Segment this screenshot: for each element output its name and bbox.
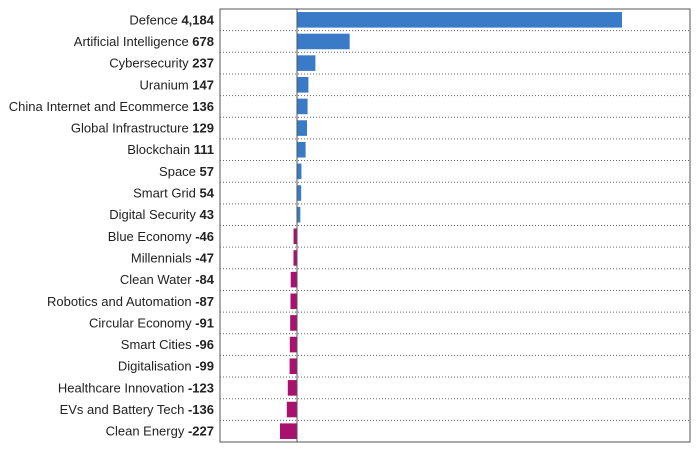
bar (297, 98, 308, 115)
category-label: Smart Cities -96 (121, 337, 214, 352)
category-label: Blockchain 111 (127, 142, 214, 157)
data-label: -136 (188, 402, 214, 417)
category-name: Cybersecurity (109, 56, 192, 71)
category-label: Blue Economy -46 (108, 229, 214, 244)
category-label: Clean Energy -227 (106, 424, 214, 439)
category-label: Circular Economy -91 (89, 315, 214, 330)
category-label: Global Infrastructure 129 (71, 121, 214, 136)
data-label: -123 (188, 380, 214, 395)
row-separators (220, 30, 690, 421)
data-label: 129 (192, 121, 214, 136)
category-label: Smart Grid 54 (133, 186, 215, 201)
category-name: Blue Economy (108, 229, 195, 244)
category-labels: Defence 4,184 Artificial Intelligence 678… (9, 12, 215, 438)
data-label: -47 (195, 250, 214, 265)
category-label: Millennials -47 (131, 250, 214, 265)
bar (290, 315, 297, 331)
category-name: Smart Grid (133, 186, 199, 201)
category-name: Robotics and Automation (47, 294, 195, 309)
bar (297, 206, 301, 223)
data-label: -91 (195, 315, 214, 330)
bar (280, 423, 297, 439)
bar (289, 336, 297, 353)
category-label: Defence 4,184 (129, 12, 214, 27)
category-name: Digitalisation (118, 359, 195, 374)
bar (293, 250, 297, 266)
data-label: 43 (200, 207, 214, 222)
bar (287, 380, 297, 396)
bar (293, 228, 297, 245)
bar (297, 55, 316, 71)
category-label: Digital Security 43 (109, 207, 214, 222)
data-label: 136 (192, 99, 214, 114)
category-label: Healthcare Innovation -123 (58, 380, 214, 395)
bar (297, 76, 309, 93)
category-name: China Internet and Ecommerce (9, 99, 193, 114)
category-name: EVs and Battery Tech (60, 402, 188, 417)
category-label: Space 57 (159, 164, 214, 179)
bar (297, 141, 306, 158)
category-name: Blockchain (127, 142, 193, 157)
category-name: Clean Water (120, 272, 195, 287)
category-label: Uranium 147 (140, 77, 214, 92)
bar (289, 358, 297, 375)
category-label: Artificial Intelligence 678 (74, 34, 214, 49)
data-label: 57 (200, 164, 214, 179)
bar (297, 120, 308, 136)
category-name: Circular Economy (89, 315, 195, 330)
data-label: 4,184 (181, 12, 214, 27)
bar (297, 33, 350, 50)
category-name: Clean Energy (106, 424, 188, 439)
data-label: -84 (195, 272, 215, 287)
category-name: Digital Security (109, 207, 199, 222)
category-label: Clean Water -84 (120, 272, 215, 287)
category-name: Artificial Intelligence (74, 34, 193, 49)
data-label: 54 (200, 186, 215, 201)
category-label: Robotics and Automation -87 (47, 294, 214, 309)
data-label: -227 (188, 424, 214, 439)
category-label: Cybersecurity 237 (109, 56, 214, 71)
category-name: Space (159, 164, 199, 179)
bars (280, 12, 622, 439)
category-name: Uranium (140, 77, 193, 92)
category-label: Digitalisation -99 (118, 359, 214, 374)
category-name: Healthcare Innovation (58, 380, 188, 395)
bar (297, 185, 302, 201)
bar (297, 163, 302, 180)
data-label: 147 (192, 77, 214, 92)
data-label: -99 (195, 359, 214, 374)
data-label: -87 (195, 294, 214, 309)
category-label: China Internet and Ecommerce 136 (9, 99, 214, 114)
data-label: -46 (195, 229, 214, 244)
category-name: Global Infrastructure (71, 121, 192, 136)
bar (290, 293, 297, 310)
bar (286, 401, 297, 418)
category-name: Millennials (131, 250, 195, 265)
data-label: 678 (192, 34, 214, 49)
bar (290, 271, 297, 288)
category-label: EVs and Battery Tech -136 (60, 402, 214, 417)
category-name: Smart Cities (121, 337, 195, 352)
data-label: 237 (192, 56, 214, 71)
bar (297, 12, 622, 28)
category-name: Defence (129, 12, 181, 27)
data-label: -96 (195, 337, 214, 352)
data-label: 111 (194, 142, 214, 157)
